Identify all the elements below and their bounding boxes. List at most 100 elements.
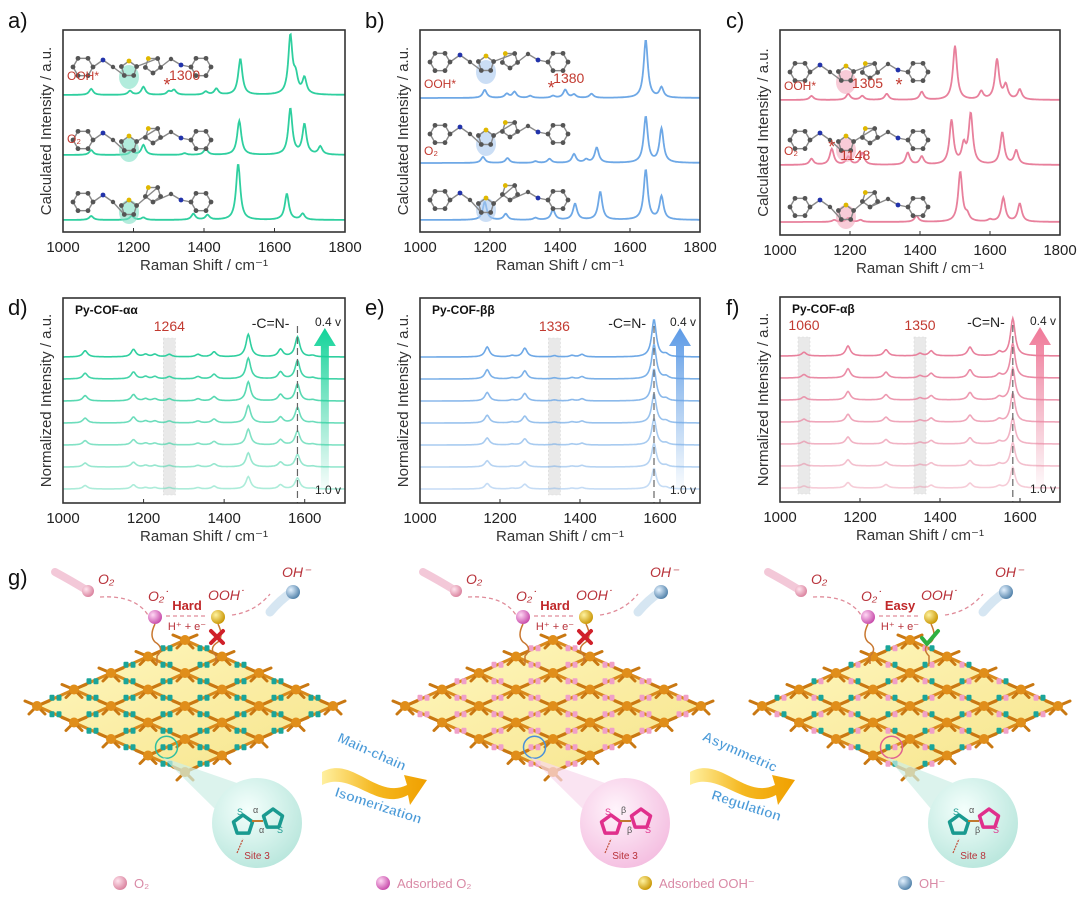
thiophene-linker (572, 661, 578, 668)
atom (925, 137, 931, 143)
atom (872, 126, 878, 131)
potential-spectrum-line (420, 368, 700, 402)
reaction-difficulty-label: Hard (540, 598, 570, 613)
atom (75, 190, 81, 196)
thiophene-linker (241, 744, 247, 751)
bond-position-label: α (969, 805, 974, 815)
thiophene-linker (167, 727, 173, 734)
pyrene-node (319, 699, 347, 716)
x-tick-label: 1200 (833, 242, 866, 259)
atom (838, 217, 844, 222)
pyrene-node (465, 732, 493, 749)
thiophene-linker (959, 678, 965, 685)
atom (491, 133, 497, 138)
atom (131, 148, 137, 153)
thiophene-linker (167, 661, 173, 668)
potential-bottom-label: 1.0 v (670, 483, 696, 497)
atom (502, 51, 508, 56)
atom (203, 73, 209, 79)
atom (792, 146, 798, 152)
adsorption-site-highlight (836, 205, 856, 229)
thiophene-linker (498, 694, 504, 701)
atom (168, 129, 174, 135)
y-axis-label: Normalized Intensity / a.u. (755, 313, 772, 486)
pyrene-node (933, 749, 961, 765)
adsorbed-ooh (211, 610, 225, 624)
x-tick-label: 1800 (1043, 242, 1076, 259)
thiophene-linker (811, 727, 817, 734)
atom (75, 128, 81, 134)
series-label: OOH* (424, 77, 456, 91)
thiophene-linker (130, 661, 136, 668)
thiophene-linker (646, 711, 652, 718)
atom (447, 197, 453, 203)
spectrum-line (780, 45, 1060, 101)
atom (126, 58, 132, 64)
pyrene-node (822, 732, 850, 749)
atom (545, 131, 551, 137)
potential-spectrum-line (63, 403, 345, 424)
atom (85, 55, 91, 61)
dashed-arrow (944, 593, 984, 616)
zoom-connector (162, 757, 237, 809)
atom (432, 50, 438, 56)
chart-title: Py-COF-ββ (432, 303, 495, 317)
atom (867, 204, 873, 210)
thiophene-linker (271, 694, 277, 701)
molecule-structure (427, 183, 571, 222)
highlight-band (548, 337, 561, 496)
x-axis-label: Raman Shift / cm⁻¹ (140, 528, 268, 545)
reaction-difficulty-label: Easy (885, 598, 916, 613)
thiophene-linker (1003, 711, 1009, 718)
cof-scheme-1: O₂ O₂˙Hard H⁺ + e⁻ OOH˙ OH⁻ S Sαα Site 3 (23, 564, 347, 868)
thiophene-linker (565, 661, 571, 668)
free-o2-molecule (795, 585, 807, 597)
potential-spectrum-line (63, 427, 345, 446)
chart-frame (779, 296, 1061, 503)
x-tick-label: 1000 (46, 239, 79, 256)
thiophene-linker (197, 760, 203, 767)
pyrene-node (613, 666, 641, 683)
thiophene-linker (996, 678, 1002, 685)
atom (110, 137, 116, 143)
thiophene-linker (535, 694, 541, 701)
legend-label: OH⁻ (919, 876, 945, 891)
thiophene-linker (892, 727, 898, 734)
x-tick-label: 1400 (543, 239, 576, 256)
x-tick-label: 1800 (328, 239, 361, 256)
atom (875, 199, 881, 204)
thiophene-linker (160, 760, 166, 767)
pyrene-node (539, 699, 567, 716)
potential-spectrum-line (63, 451, 345, 468)
atom (208, 137, 214, 143)
atom (178, 62, 184, 68)
atom (862, 126, 868, 131)
bond-position-label: β (975, 825, 980, 835)
thiophene-linker (528, 711, 534, 718)
atom (875, 135, 881, 140)
thiophene-linker (271, 727, 277, 734)
x-tick-label: 1400 (207, 510, 240, 527)
potential-spectrum-line (420, 319, 700, 358)
atom (110, 64, 116, 70)
thiophene-linker (683, 694, 689, 701)
thiophene-linker (1033, 711, 1039, 718)
pyrene-node (896, 732, 924, 749)
chart-title: Py-COF-αα (75, 303, 138, 317)
atom (475, 133, 481, 138)
atom (85, 128, 91, 134)
y-axis-label: Calculated Intensity / a.u. (395, 47, 412, 215)
thiophene-linker (278, 694, 284, 701)
atom (134, 139, 140, 144)
molecule-structure (787, 126, 931, 162)
thiophene-linker (818, 694, 824, 701)
adsorption-site-highlight (836, 70, 856, 94)
atom (75, 146, 81, 152)
thiophene-linker (204, 760, 210, 767)
thiophene-linker (929, 727, 935, 734)
bond (112, 201, 125, 215)
x-tick-label: 1600 (288, 510, 321, 527)
atom (432, 188, 438, 194)
peak-label: 1380 (553, 70, 584, 86)
adsorption-site-highlight (119, 200, 139, 224)
